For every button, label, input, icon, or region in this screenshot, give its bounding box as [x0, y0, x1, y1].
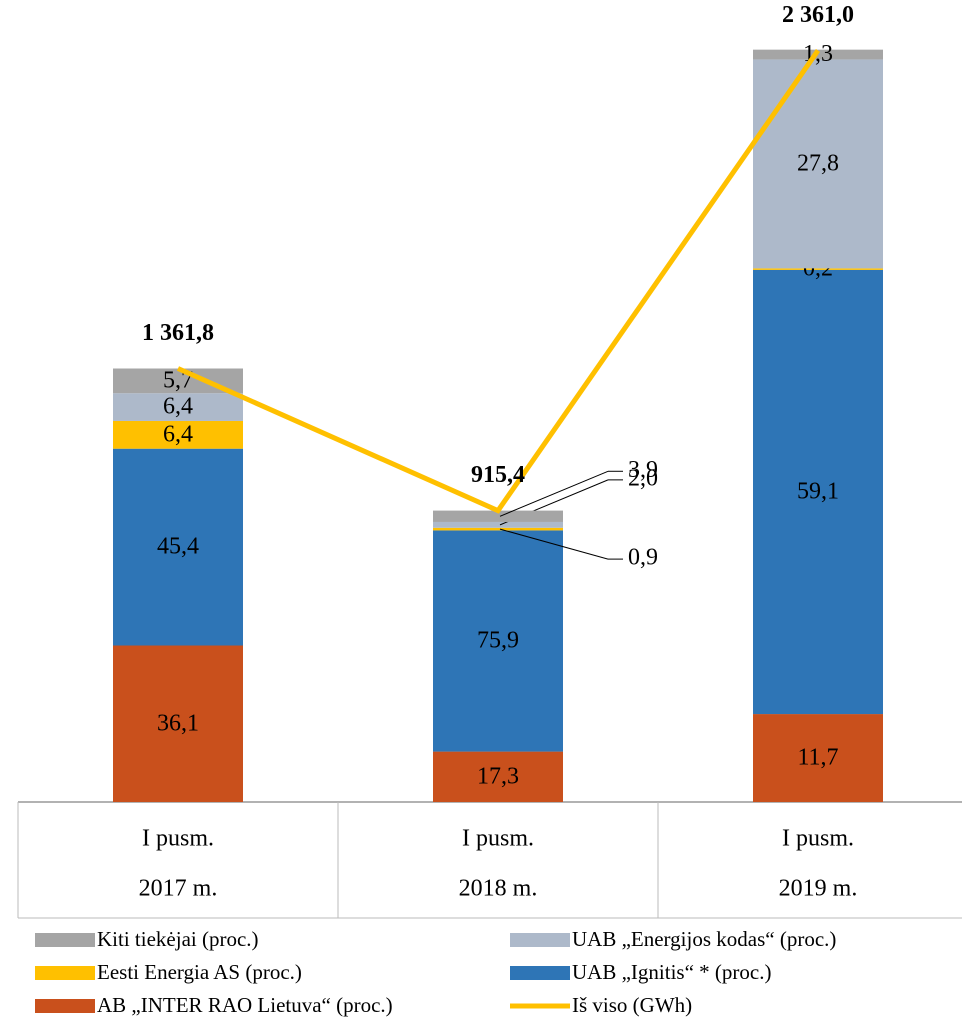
- data-label: 17,3: [477, 763, 519, 789]
- legend-swatch: [35, 933, 95, 947]
- legend-label: Iš viso (GWh): [572, 993, 692, 1017]
- total-label: 1 361,8: [142, 320, 214, 346]
- bar-segment: [433, 527, 563, 531]
- x-tick-label: 2019 m.: [779, 876, 858, 902]
- bar-segment: [113, 645, 243, 802]
- leader-line: [499, 470, 609, 517]
- data-label: 59,1: [797, 478, 839, 504]
- x-tick-label: I pusm.: [142, 826, 214, 852]
- legend-swatch: [35, 966, 95, 980]
- data-label: 36,1: [157, 710, 199, 736]
- data-label: 0,9: [628, 545, 658, 571]
- data-label: 27,8: [797, 150, 839, 176]
- bar-segment: [753, 714, 883, 802]
- bar-segment: [433, 530, 563, 752]
- bar-segment: [433, 521, 563, 528]
- data-label: 2,0: [628, 465, 658, 491]
- bar-segment: [753, 269, 883, 715]
- legend-label: UAB „Energijos kodas“ (proc.): [572, 927, 836, 951]
- x-tick-label: 2017 m.: [139, 876, 218, 902]
- data-label: 11,7: [797, 745, 838, 771]
- bar-segment: [433, 510, 563, 522]
- x-tick-label: I pusm.: [782, 826, 854, 852]
- total-label: 915,4: [471, 462, 525, 488]
- bar-segment: [753, 268, 883, 270]
- x-tick-label: 2018 m.: [459, 876, 538, 902]
- legend-swatch: [510, 933, 570, 947]
- leader-line: [499, 528, 609, 560]
- data-label: 45,4: [157, 534, 199, 560]
- x-tick-label: I pusm.: [462, 826, 534, 852]
- bar-segment: [433, 751, 563, 802]
- total-label: 2 361,0: [782, 2, 854, 28]
- bar-segment: [753, 59, 883, 269]
- data-label: 3,9: [628, 457, 658, 483]
- bar-segment: [113, 448, 243, 646]
- bar-segment: [113, 393, 243, 421]
- data-label: 6,4: [163, 394, 193, 420]
- legend-swatch: [35, 999, 95, 1013]
- legend-label: Kiti tiekėjai (proc.): [97, 927, 259, 951]
- data-label: 6,4: [163, 421, 193, 447]
- legend-label: UAB „Ignitis“ * (proc.): [572, 960, 771, 984]
- bar-segment: [113, 420, 243, 449]
- legend-swatch: [510, 966, 570, 980]
- data-label: 75,9: [477, 628, 519, 654]
- legend-label: Eesti Energia AS (proc.): [97, 960, 302, 984]
- total-line: [176, 48, 821, 514]
- legend-label: AB „INTER RAO Lietuva“ (proc.): [97, 993, 393, 1017]
